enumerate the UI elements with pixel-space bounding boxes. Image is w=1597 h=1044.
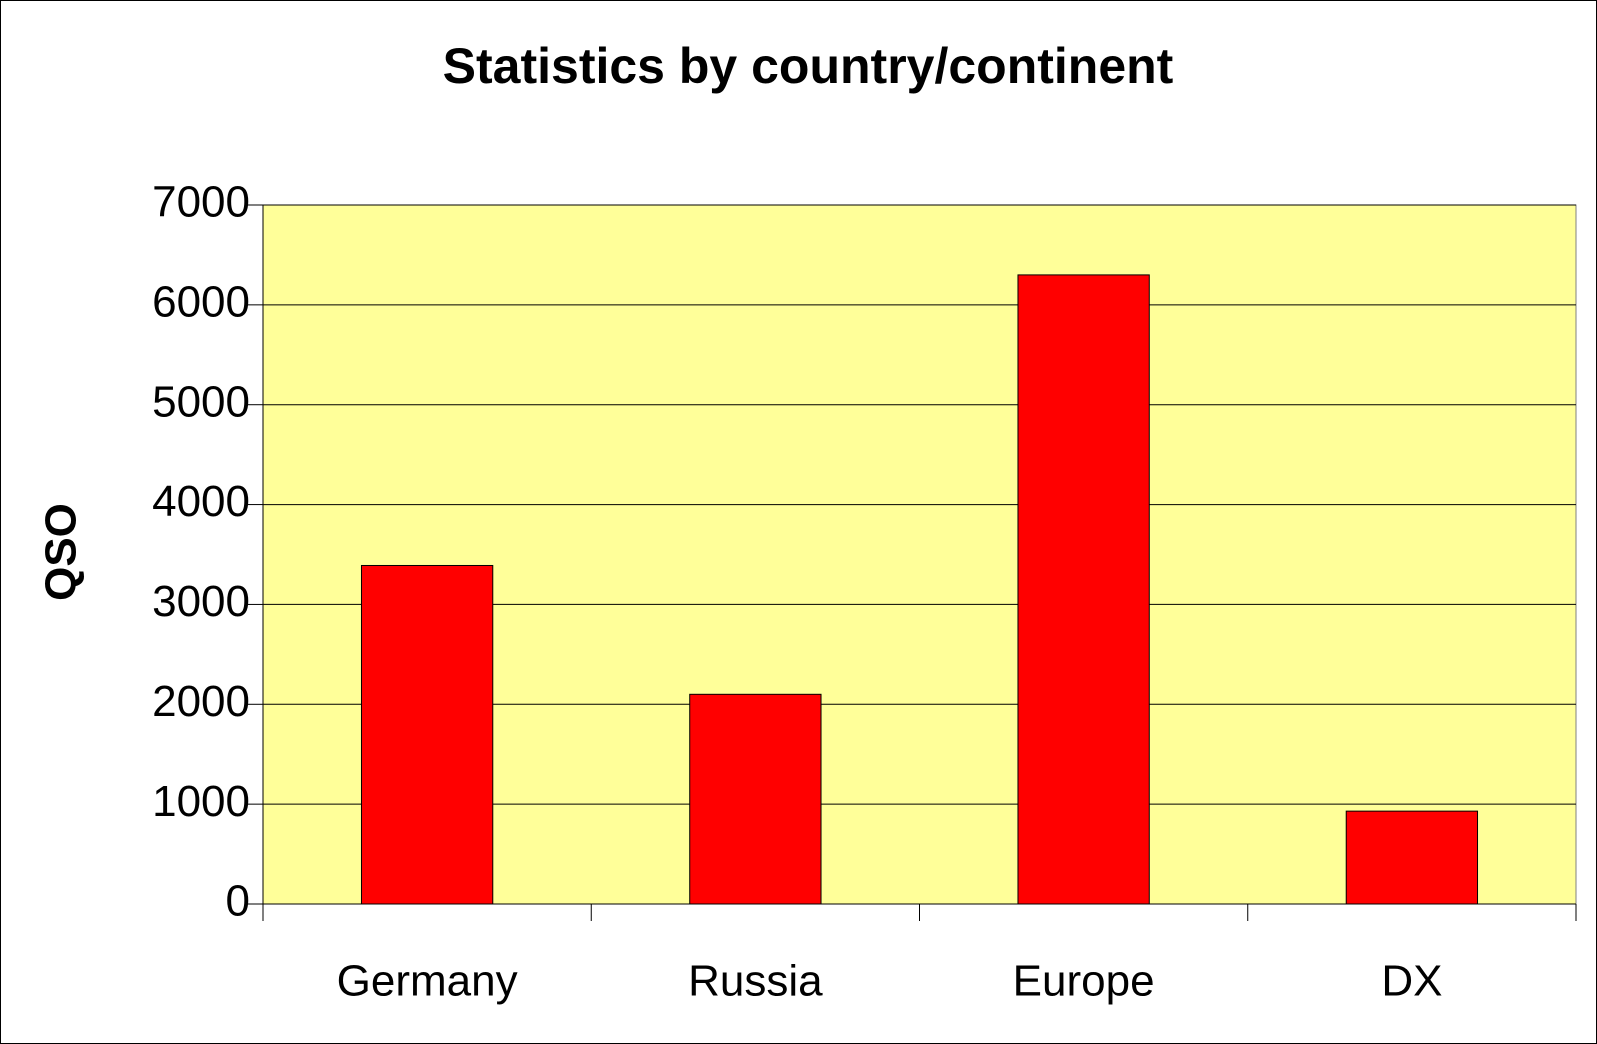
x-tick-label: Germany xyxy=(337,957,518,1006)
y-tick-label: 3000 xyxy=(152,577,250,626)
y-tick-label: 2000 xyxy=(152,677,250,726)
chart-title: Statistics by country/continent xyxy=(443,38,1174,94)
y-tick-label: 5000 xyxy=(152,377,250,426)
y-tick-label: 4000 xyxy=(152,477,250,526)
y-tick-label: 6000 xyxy=(152,277,250,326)
y-tick-label: 0 xyxy=(226,877,250,926)
y-tick-label: 1000 xyxy=(152,777,250,826)
x-tick-label: DX xyxy=(1381,957,1442,1006)
y-tick-label: 7000 xyxy=(152,178,250,227)
bar xyxy=(360,564,494,905)
bar xyxy=(1345,810,1479,905)
x-tick-label: Russia xyxy=(688,957,823,1006)
bar xyxy=(1017,274,1150,905)
bar xyxy=(689,693,822,905)
y-axis-label: QSO xyxy=(37,503,86,601)
x-tick-label: Europe xyxy=(1013,957,1155,1006)
